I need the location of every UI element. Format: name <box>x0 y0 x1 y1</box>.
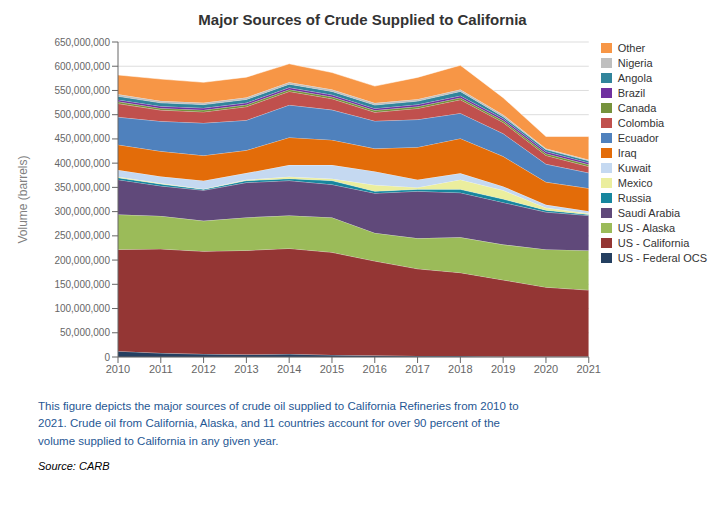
svg-text:Volume (barrels): Volume (barrels) <box>16 155 30 243</box>
html-text:Iraq: Iraq <box>617 147 637 159</box>
svg-text:200,000,000: 200,000,000 <box>54 255 110 266</box>
svg-text:2015: 2015 <box>320 363 344 375</box>
svg-text:2012: 2012 <box>191 363 215 375</box>
svg-text:2019: 2019 <box>491 363 515 375</box>
svg-text:2017: 2017 <box>405 363 429 375</box>
html-text:Source: CARB: Source: CARB <box>38 459 110 472</box>
svg-text:150,000,000: 150,000,000 <box>54 279 110 290</box>
svg-text:500,000,000: 500,000,000 <box>54 109 110 120</box>
html-text:Colombia: Colombia <box>617 117 665 129</box>
html-text:Russia: Russia <box>617 192 652 204</box>
svg-text:350,000,000: 350,000,000 <box>54 182 110 193</box>
html-text:Canada: Canada <box>617 102 657 114</box>
html-text:Kuwait: Kuwait <box>617 162 651 174</box>
html-text:Saudi Arabia: Saudi Arabia <box>617 207 681 219</box>
svg-text:550,000,000: 550,000,000 <box>54 85 110 96</box>
svg-text:2016: 2016 <box>363 363 387 375</box>
html-text:Angola: Angola <box>617 72 652 84</box>
svg-text:400,000,000: 400,000,000 <box>54 158 110 169</box>
svg-text:450,000,000: 450,000,000 <box>54 133 110 144</box>
html-text:Brazil: Brazil <box>617 87 646 99</box>
svg-text:50,000,000: 50,000,000 <box>60 327 110 338</box>
html-text:Other: Other <box>617 42 646 54</box>
svg-text:600,000,000: 600,000,000 <box>54 61 110 72</box>
html-text:This figure depicts the major: This figure depicts the major sources of… <box>38 400 519 447</box>
html-text:Nigeria: Nigeria <box>617 57 653 69</box>
html-text:US - California: US - California <box>617 237 690 249</box>
html-text:US - Alaska: US - Alaska <box>617 222 676 234</box>
svg-text:0: 0 <box>104 352 110 363</box>
html-text:Ecuador: Ecuador <box>617 132 659 144</box>
svg-text:2011: 2011 <box>149 363 173 375</box>
html-text:US - Federal OCS: US - Federal OCS <box>617 252 707 264</box>
svg-text:2014: 2014 <box>277 363 301 375</box>
html-text:Major Sources of Crude Supplie: Major Sources of Crude Supplied to Calif… <box>198 11 527 28</box>
svg-text:2013: 2013 <box>234 363 258 375</box>
svg-text:2018: 2018 <box>448 363 472 375</box>
svg-text:650,000,000: 650,000,000 <box>54 37 110 48</box>
svg-text:300,000,000: 300,000,000 <box>54 206 110 217</box>
svg-text:100,000,000: 100,000,000 <box>54 303 110 314</box>
svg-text:2020: 2020 <box>534 363 558 375</box>
svg-text:250,000,000: 250,000,000 <box>54 230 110 241</box>
svg-text:2021: 2021 <box>577 363 601 375</box>
html-text:Mexico: Mexico <box>617 177 653 189</box>
svg-text:2010: 2010 <box>106 363 130 375</box>
